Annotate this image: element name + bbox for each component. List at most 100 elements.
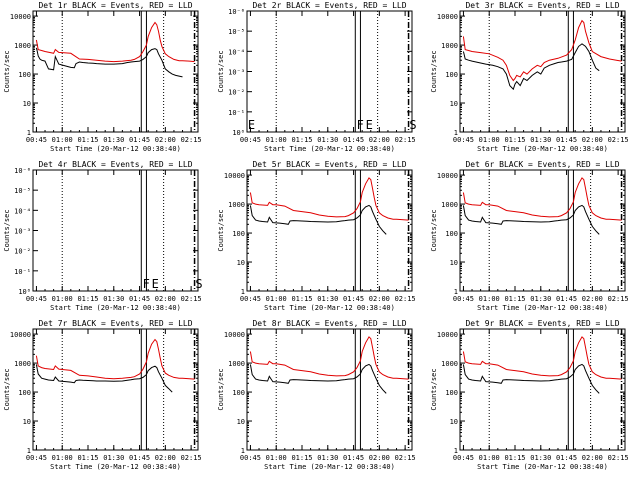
y-axis-label: Counts/sec — [3, 209, 11, 251]
x-tick-label: 01:15 — [77, 454, 98, 462]
x-tick-label: 01:00 — [266, 454, 287, 462]
y-axis-label: Counts/sec — [217, 50, 225, 92]
y-tick-label: 1000 — [441, 201, 458, 209]
chart-title: Det 9r BLACK = Events, RED = LLD — [465, 319, 619, 328]
x-tick-label: 01:45 — [129, 295, 150, 303]
y-tick-label: 10⁻⁶ — [228, 8, 245, 16]
x-tick-label: 01:00 — [479, 454, 500, 462]
x-tick-label: 01:00 — [52, 136, 73, 144]
x-tick-label: 01:45 — [556, 454, 577, 462]
y-tick-label: 1 — [454, 288, 458, 296]
chart-panel-4: Det 4r BLACK = Events, RED = LLD 10⁰ 10⁻¹ 1… — [3, 160, 203, 312]
x-tick-label: 02:15 — [181, 454, 202, 462]
y-axis-label: Counts/sec — [3, 50, 11, 92]
chart-title: Det 6r BLACK = Events, RED = LLD — [465, 160, 619, 169]
y-tick-label: 10⁻² — [14, 248, 31, 256]
y-tick-label: 10⁻⁶ — [14, 167, 31, 175]
x-tick-label: 01:30 — [103, 136, 124, 144]
x-tick-label: 01:00 — [266, 295, 287, 303]
x-tick-label: 00:45 — [453, 454, 474, 462]
y-tick-label: 100 — [232, 230, 245, 238]
y-tick-label: 10000 — [224, 172, 245, 180]
y-tick-label: 10⁻¹ — [14, 268, 31, 276]
y-tick-label: 10⁰ — [232, 129, 245, 137]
x-tick-label: 02:00 — [582, 295, 603, 303]
x-tick-label: 02:00 — [582, 454, 603, 462]
series-line-events — [35, 364, 173, 393]
plot-frame — [459, 169, 626, 292]
y-tick-label: 100 — [445, 389, 458, 397]
y-axis-label: Counts/sec — [430, 50, 438, 92]
series-line-lld — [35, 21, 195, 63]
series-line-events — [35, 47, 183, 78]
chart-title: Det 1r BLACK = Events, RED = LLD — [38, 1, 192, 10]
x-tick-label: 02:15 — [395, 136, 416, 144]
x-tick-label: 01:15 — [291, 454, 312, 462]
series-line-events — [249, 363, 387, 394]
y-tick-label: 1000 — [441, 42, 458, 50]
series-line-events — [462, 363, 600, 394]
x-tick-label: 02:15 — [608, 136, 629, 144]
x-axis-label: Start Time (20-Mar-12 00:38:40) — [477, 304, 608, 312]
y-tick-label: 10⁻⁵ — [228, 28, 245, 36]
y-tick-label: 10000 — [437, 331, 458, 339]
y-tick-label: 1000 — [14, 42, 31, 50]
plot-frame — [32, 328, 199, 451]
y-tick-label: 10 — [450, 259, 458, 267]
x-tick-label: 00:45 — [453, 295, 474, 303]
y-tick-label: 10 — [450, 418, 458, 426]
x-tick-label: 01:15 — [77, 295, 98, 303]
plot-frame — [459, 328, 626, 451]
y-tick-label: 10⁻⁴ — [14, 207, 31, 215]
y-tick-label: 10 — [23, 418, 31, 426]
x-tick-label: 02:00 — [155, 295, 176, 303]
chart-panel-9: Det 9r BLACK = Events, RED = LLD 1 10 100 10… — [430, 319, 629, 471]
x-tick-label: 01:30 — [530, 454, 551, 462]
x-tick-label: 02:15 — [181, 136, 202, 144]
series-line-events — [249, 204, 387, 235]
flag-label: F — [143, 277, 150, 291]
x-tick-label: 02:15 — [181, 295, 202, 303]
chart-title: Det 4r BLACK = Events, RED = LLD — [38, 160, 192, 169]
y-tick-label: 100 — [18, 389, 31, 397]
y-tick-label: 10000 — [10, 13, 31, 21]
x-axis-label: Start Time (20-Mar-12 00:38:40) — [477, 463, 608, 471]
x-tick-label: 00:45 — [453, 136, 474, 144]
chart-panel-8: Det 8r BLACK = Events, RED = LLD 1 10 100 10… — [217, 319, 416, 471]
x-tick-label: 00:45 — [240, 136, 261, 144]
y-tick-label: 10⁻³ — [228, 69, 245, 77]
y-tick-label: 10000 — [10, 331, 31, 339]
y-axis-label: Counts/sec — [430, 368, 438, 410]
series-line-lld — [249, 336, 409, 380]
flag-label: E — [366, 118, 373, 132]
x-tick-label: 01:15 — [504, 136, 525, 144]
x-axis-label: Start Time (20-Mar-12 00:38:40) — [477, 145, 608, 153]
y-tick-label: 1 — [27, 447, 31, 455]
y-tick-label: 10000 — [437, 13, 458, 21]
chart-title: Det 5r BLACK = Events, RED = LLD — [252, 160, 406, 169]
x-tick-label: 01:00 — [52, 295, 73, 303]
series-line-lld — [462, 177, 622, 221]
x-axis-label: Start Time (20-Mar-12 00:38:40) — [264, 145, 395, 153]
x-tick-label: 01:30 — [317, 136, 338, 144]
chart-panel-3: Det 3r BLACK = Events, RED = LLD 1 10 100 10… — [430, 1, 629, 153]
chart-panel-2: Det 2r BLACK = Events, RED = LLD 10⁰ 10⁻¹ 1… — [217, 1, 417, 153]
x-tick-label: 02:00 — [369, 136, 390, 144]
y-tick-label: 10000 — [437, 172, 458, 180]
y-tick-label: 10000 — [224, 331, 245, 339]
x-tick-label: 02:00 — [369, 295, 390, 303]
y-tick-label: 10 — [23, 100, 31, 108]
x-tick-label: 00:45 — [26, 454, 47, 462]
y-tick-label: 1 — [241, 288, 245, 296]
chart-panel-6: Det 6r BLACK = Events, RED = LLD 1 10 100 10… — [430, 160, 629, 312]
y-tick-label: 10⁻³ — [14, 228, 31, 236]
y-tick-label: 100 — [445, 71, 458, 79]
x-tick-label: 02:15 — [608, 295, 629, 303]
chart-panel-7: Det 7r BLACK = Events, RED = LLD 1 10 100 10… — [3, 319, 202, 471]
y-tick-label: 10 — [237, 259, 245, 267]
y-tick-label: 100 — [445, 230, 458, 238]
y-axis-label: Counts/sec — [430, 209, 438, 251]
y-tick-label: 1000 — [228, 201, 245, 209]
plot-frame — [246, 169, 413, 292]
x-tick-label: 01:30 — [317, 454, 338, 462]
